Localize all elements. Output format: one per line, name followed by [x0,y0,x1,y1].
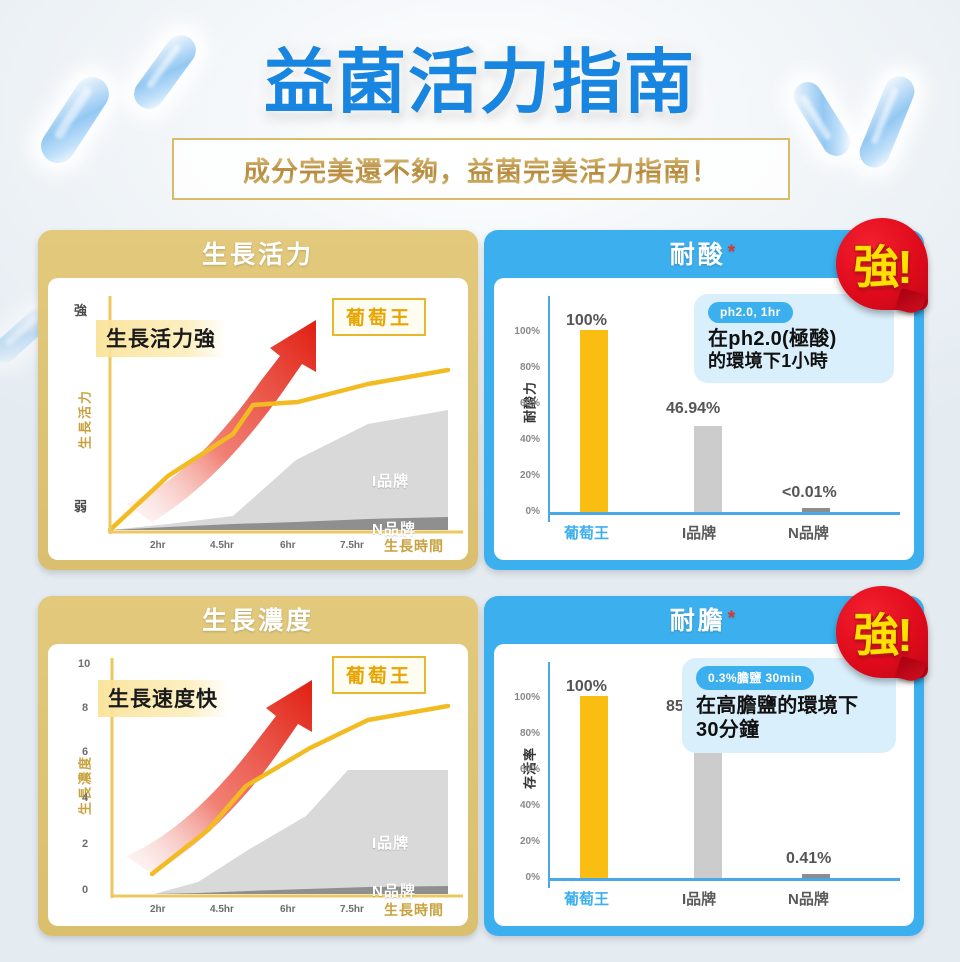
chart-acid-resistance: 耐酸力 100% 80% 60% 40% 20% 0% 100% 46.94% … [494,278,914,560]
bar-value-n-brand-bile: 0.41% [786,850,832,867]
y-tick-4: 4 [82,792,89,804]
y-tick-strong: 強 [74,303,88,318]
x-tick-4-5hr: 4.5hr [210,540,234,551]
y-tick-2: 2 [82,838,89,850]
y-axis-label-concentration: 生長濃度 [77,754,93,816]
bar-value-grape-king-bile: 100% [566,678,607,695]
x-tick-6hr: 6hr [280,540,296,551]
y-tick-100: 100% [514,326,540,337]
y-tick-80: 80% [519,362,540,373]
y-tick-80: 80% [519,728,540,739]
x-axis-line-bile [548,878,900,881]
line-chart-svg-vitality [107,296,463,534]
bar-value-i-brand-acid: 46.94% [666,400,721,417]
y-tick-8: 8 [82,702,89,714]
strong-badge-acid: 強! [836,218,928,310]
asterisk-marker: * [727,242,739,263]
y-tick-20: 20% [519,470,540,481]
x-tick-2hr: 2hr [150,904,166,915]
x-axis-label-concentration: 生長時間 [384,902,444,918]
panel-title-acid-resistance: 耐酸 * [669,241,739,269]
y-tick-10: 10 [78,658,91,670]
x-tick-7-5hr: 7.5hr [340,540,364,551]
bar-grape-king-acid [580,330,608,512]
panel-growth-vitality: 生長活力 [38,230,478,570]
legend-grape-king-vitality: 葡萄王 [332,298,427,336]
x-tick-6hr: 6hr [280,904,296,915]
strong-badge-bile: 強! [836,586,928,678]
subtitle-text: 成分完美還不夠，益菌完美活力指南！ [243,150,719,189]
bar-n-brand-bile [802,874,830,878]
condition-tag-bile: 0.3%膽鹽 30min [696,666,815,690]
x-axis-label-vitality: 生長時間 [384,538,444,554]
condition-tag-acid: ph2.0, 1hr [708,302,793,323]
chart-growth-concentration: 生長濃度 10 8 6 4 2 0 生長速度快 葡萄王 I品牌 N品牌 2hr … [48,644,468,926]
callout-line2-acid: 的環境下1小時 [708,351,829,372]
x-tick-4-5hr: 4.5hr [210,904,234,915]
y-tick-weak: 弱 [74,499,88,514]
asterisk-marker: * [727,608,739,629]
bar-i-brand-acid [694,426,722,512]
bar-n-brand-acid [802,508,830,512]
bar-category-grape-king-bile: 葡萄王 [564,891,610,908]
y-tick-40: 40% [519,434,540,445]
bar-grape-king-bile [580,696,608,878]
bar-category-grape-king-acid: 葡萄王 [564,525,610,542]
y-tick-40: 40% [519,800,540,811]
series-label-i-brand-vitality: I品牌 [372,473,410,490]
y-tick-60: 60% [519,398,540,409]
bar-category-i-brand-acid: I品牌 [682,525,717,542]
callout-concentration: 生長速度快 [98,680,228,717]
bar-category-n-brand-bile: N品牌 [788,891,829,908]
callout-vitality: 生長活力強 [96,320,226,357]
chart-growth-vitality: 生長活力 強 弱 生長活力強 葡萄王 I品牌 N品牌 2hr 4.5hr 6hr… [48,278,468,560]
bar-category-n-brand-acid: N品牌 [788,525,829,542]
y-axis-line-acid [548,296,550,522]
callout-line1-bile: 在高膽鹽的環境下 [696,695,859,717]
bar-value-n-brand-acid: <0.01% [782,484,837,501]
x-tick-7-5hr: 7.5hr [340,904,364,915]
y-tick-60: 60% [519,764,540,775]
callout-line1-acid: 在ph2.0(極酸) [708,328,837,350]
legend-grape-king-concentration: 葡萄王 [332,656,427,694]
subtitle-banner: 成分完美還不夠，益菌完美活力指南！ [172,138,790,200]
x-axis-line-acid [548,512,900,515]
panel-title-growth-vitality: 生長活力 [201,241,314,269]
y-tick-0: 0% [525,506,540,517]
callout-bubble-acid: ph2.0, 1hr 在ph2.0(極酸) 的環境下1小時 [694,294,894,384]
x-tick-2hr: 2hr [150,540,166,551]
bar-value-grape-king-acid: 100% [566,312,607,329]
series-label-n-brand-vitality: N品牌 [372,521,416,538]
y-tick-100: 100% [514,692,540,703]
y-tick-20: 20% [519,836,540,847]
y-tick-0: 0 [82,884,89,896]
y-axis-line-bile [548,662,550,888]
panel-title-growth-concentration: 生長濃度 [201,607,314,635]
callout-line2-bile: 30分鐘 [696,719,760,742]
panel-title-bile-resistance: 耐膽 * [669,607,739,635]
series-label-n-brand-concentration: N品牌 [372,883,416,900]
callout-bubble-bile: 0.3%膽鹽 30min 在高膽鹽的環境下 30分鐘 [682,658,896,753]
y-tick-6: 6 [82,746,89,758]
panel-growth-concentration: 生長濃度 生長濃度 10 8 6 [38,596,478,936]
chart-bile-resistance: 存活率 100% 80% 60% 40% 20% 0% 100% 85.62% … [494,644,914,926]
y-axis-label-vitality: 生長活力 [77,388,93,450]
y-tick-0: 0% [525,872,540,883]
series-label-i-brand-concentration: I品牌 [372,835,410,852]
line-chart-svg-concentration [110,658,463,898]
bar-category-i-brand-bile: I品牌 [682,891,717,908]
page-title: 益菌活力指南 [0,26,960,127]
